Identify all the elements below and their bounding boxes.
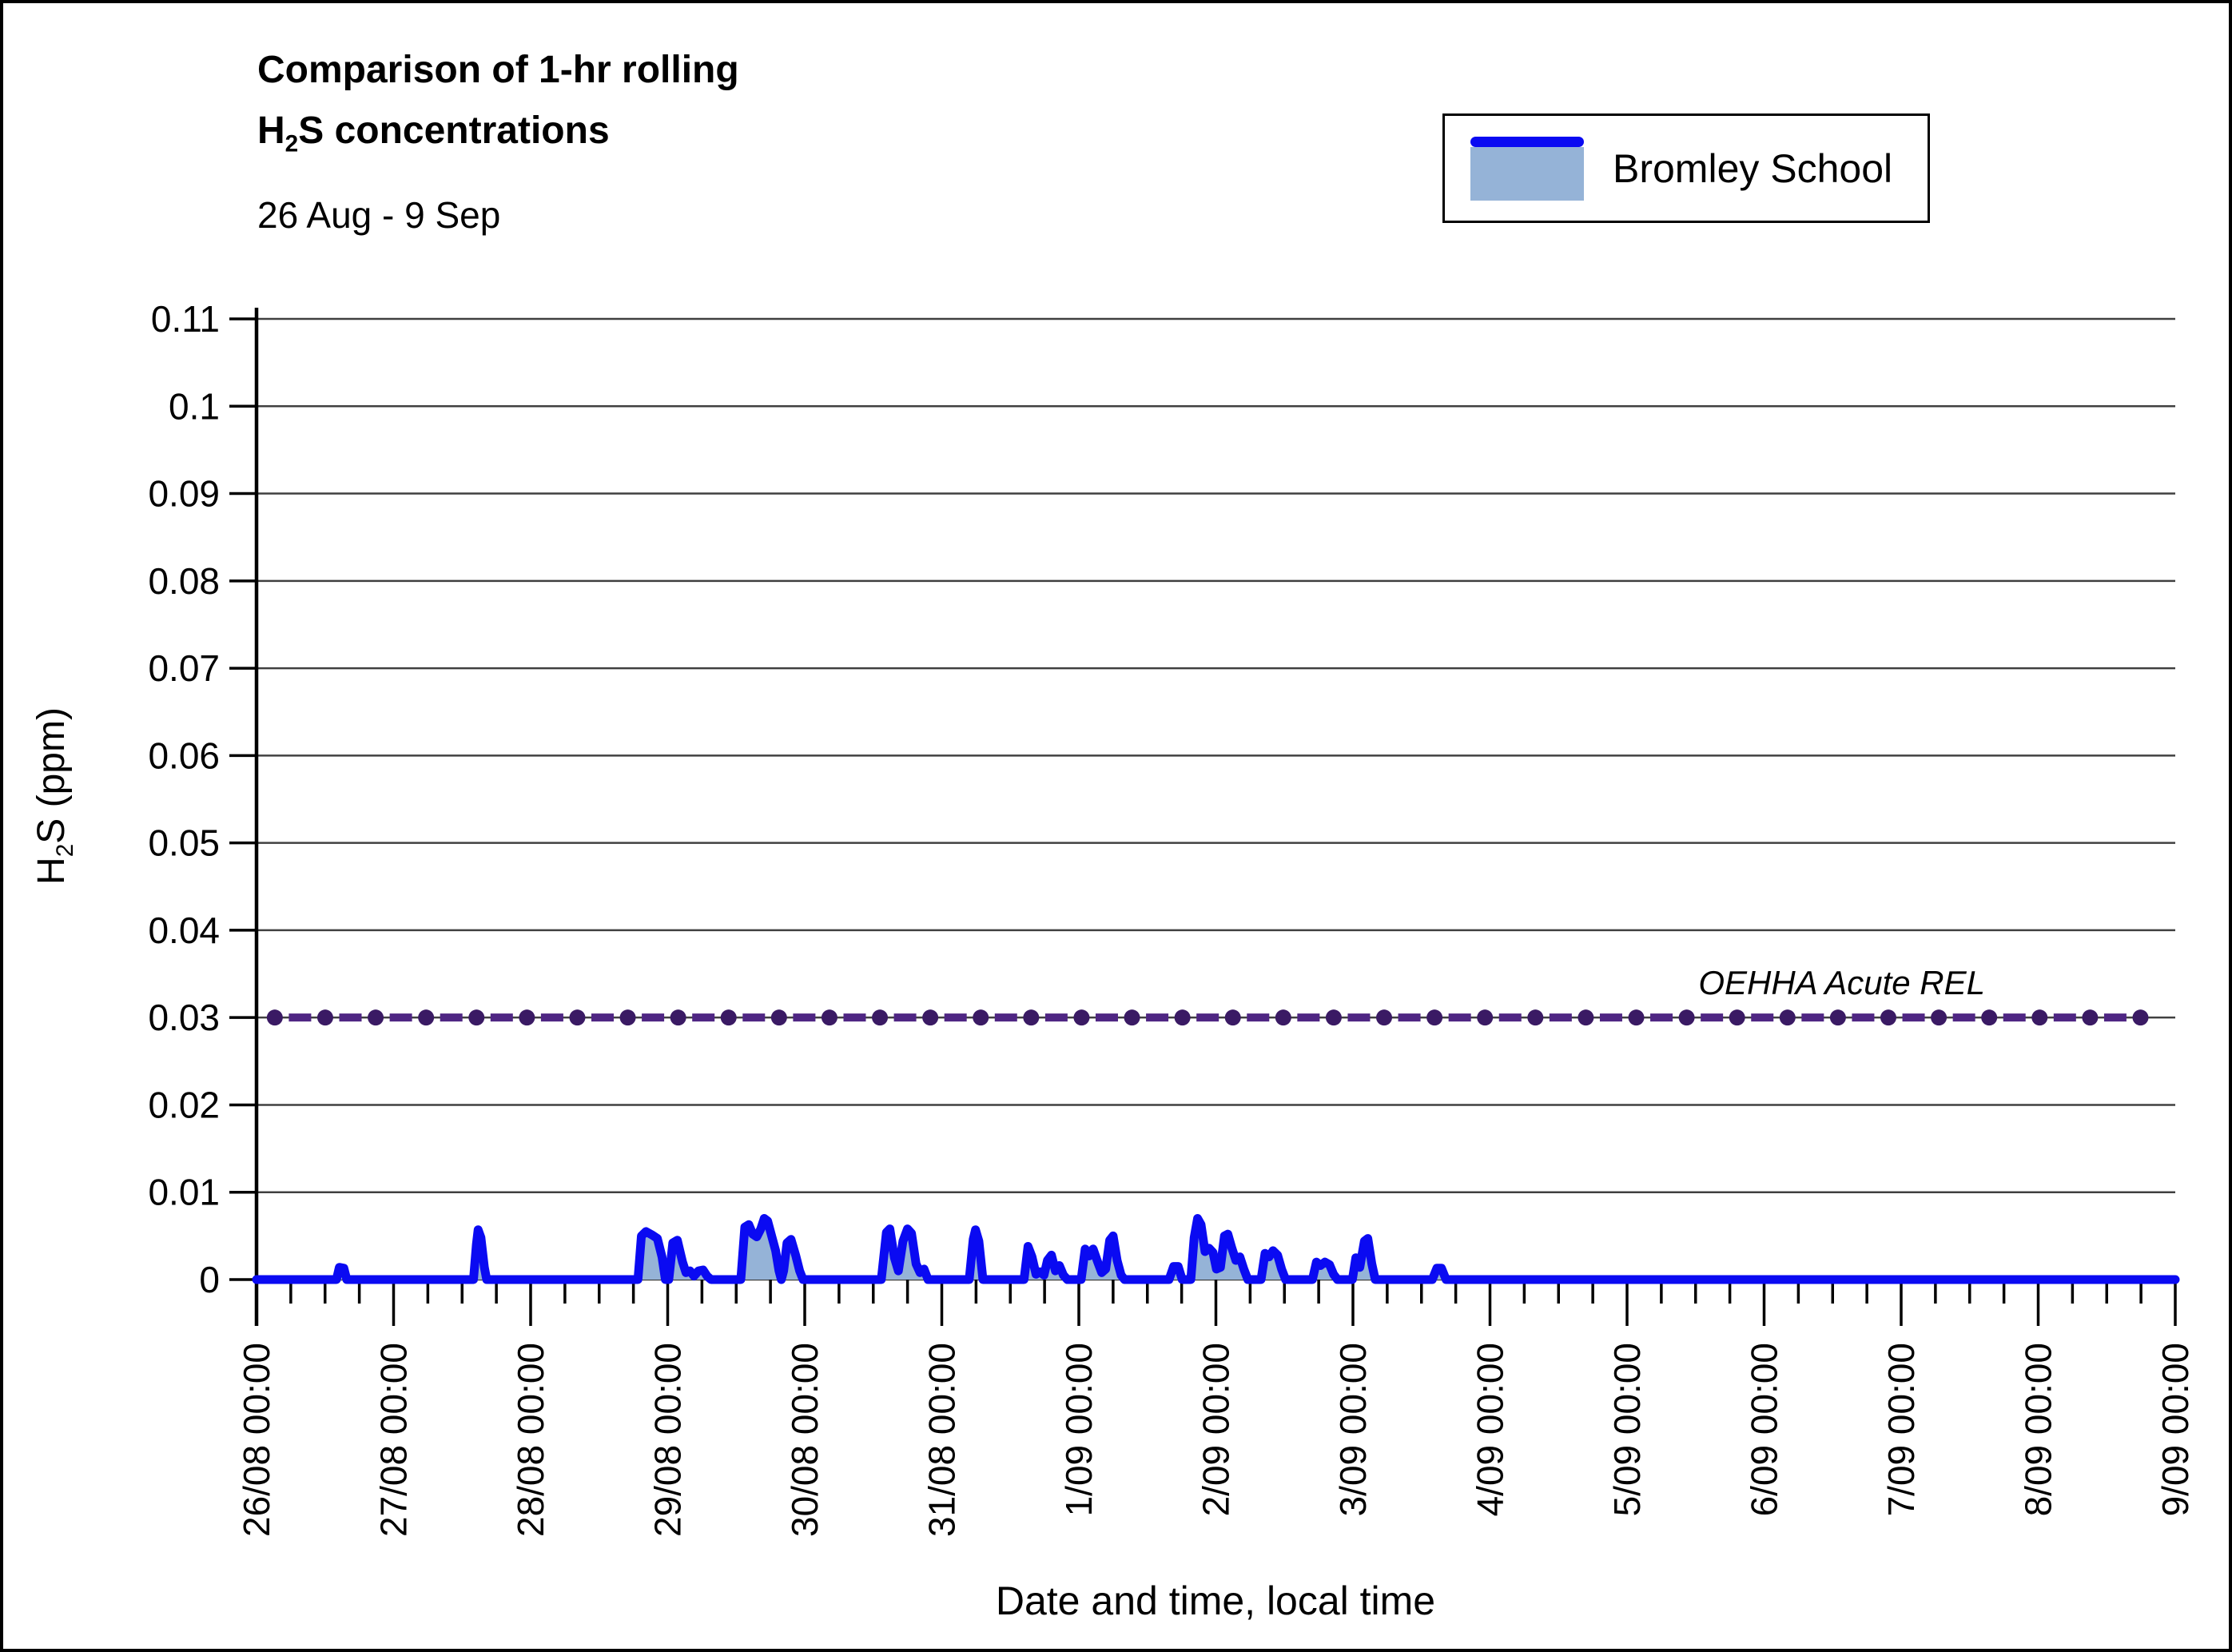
rel-marker bbox=[619, 1009, 636, 1026]
x-tick-label: 26/08 00:00 bbox=[236, 1343, 277, 1537]
series-line bbox=[252, 1214, 2180, 1284]
rel-marker bbox=[1628, 1009, 1645, 1026]
chart-title-line1: Comparison of 1-hr rolling bbox=[257, 49, 739, 91]
rel-marker bbox=[1981, 1009, 1998, 1026]
rel-marker bbox=[1578, 1009, 1594, 1026]
legend-fill-sample bbox=[1470, 146, 1584, 201]
chart-title-line2: H2S concentrations bbox=[257, 109, 610, 157]
y-tick-label: 0.09 bbox=[148, 473, 220, 515]
y-tick-label: 0.03 bbox=[148, 997, 220, 1038]
x-tick-label: 1/09 00:00 bbox=[1058, 1343, 1100, 1516]
rel-marker bbox=[973, 1009, 989, 1026]
rel-marker bbox=[1023, 1009, 1040, 1026]
chart-subtitle: 26 Aug - 9 Sep bbox=[257, 194, 501, 236]
rel-marker bbox=[1224, 1009, 1241, 1026]
rel-marker bbox=[1678, 1009, 1695, 1026]
x-tick-label: 4/09 00:00 bbox=[1470, 1343, 1511, 1516]
y-tick-label: 0.05 bbox=[148, 822, 220, 864]
rel-annotation: OEHHA Acute REL bbox=[1698, 964, 1985, 1001]
rel-marker bbox=[2132, 1009, 2149, 1026]
rel-marker bbox=[368, 1009, 384, 1026]
rel-marker bbox=[872, 1009, 889, 1026]
rel-marker bbox=[1275, 1009, 1291, 1026]
rel-marker bbox=[1527, 1009, 1544, 1026]
rel-marker bbox=[266, 1009, 283, 1026]
rel-marker bbox=[770, 1009, 787, 1026]
rel-marker bbox=[670, 1009, 686, 1026]
rel-marker bbox=[1931, 1009, 1948, 1026]
rel-marker bbox=[1880, 1009, 1896, 1026]
x-tick-label: 27/08 00:00 bbox=[373, 1343, 415, 1537]
x-tick-label: 28/08 00:00 bbox=[510, 1343, 551, 1537]
x-axis-title: Date and time, local time bbox=[995, 1578, 1436, 1623]
rel-marker bbox=[1174, 1009, 1191, 1026]
x-tick-label: 9/09 00:00 bbox=[2154, 1343, 2196, 1516]
rel-marker bbox=[1073, 1009, 1090, 1026]
rel-marker bbox=[2031, 1009, 2048, 1026]
rel-marker bbox=[418, 1009, 435, 1026]
rel-marker bbox=[569, 1009, 586, 1026]
y-tick-label: 0.11 bbox=[151, 298, 220, 340]
rel-marker bbox=[1376, 1009, 1393, 1026]
rel-marker bbox=[1426, 1009, 1443, 1026]
legend-line-sample bbox=[1470, 136, 1584, 147]
x-tick-label: 3/09 00:00 bbox=[1332, 1343, 1374, 1516]
rel-marker bbox=[1124, 1009, 1140, 1026]
y-tick-label: 0.01 bbox=[148, 1172, 220, 1213]
rel-marker bbox=[316, 1009, 333, 1026]
x-tick-label: 6/09 00:00 bbox=[1744, 1343, 1785, 1516]
plot-area: 0.11 0.1 0.09 0.08 0.07 0.06 0.05 0.04 0.03 0.02 0… bbox=[148, 298, 2196, 1537]
y-axis-title: H2S (ppm) bbox=[30, 707, 78, 885]
y-tick-label: 0.06 bbox=[148, 734, 220, 776]
rel-marker bbox=[1779, 1009, 1796, 1026]
rel-marker bbox=[720, 1009, 737, 1026]
rel-marker bbox=[468, 1009, 485, 1026]
y-tick-label: 0.02 bbox=[148, 1084, 220, 1125]
x-tick-label: 8/09 00:00 bbox=[2018, 1343, 2059, 1516]
rel-marker bbox=[1325, 1009, 1342, 1026]
x-tick-label: 7/09 00:00 bbox=[1880, 1343, 1922, 1516]
x-tick-label: 30/08 00:00 bbox=[784, 1343, 826, 1537]
rel-marker bbox=[1829, 1009, 1846, 1026]
legend-swatch bbox=[1470, 136, 1584, 201]
title-subscript: 2 bbox=[284, 130, 299, 157]
rel-marker bbox=[1729, 1009, 1745, 1026]
y-tick-label: 0.08 bbox=[148, 560, 220, 602]
rel-marker bbox=[519, 1009, 535, 1026]
x-tick-label: 5/09 00:00 bbox=[1606, 1343, 1648, 1516]
x-tick-label: 2/09 00:00 bbox=[1196, 1343, 1237, 1516]
x-tick-label: 29/08 00:00 bbox=[647, 1343, 689, 1537]
rel-marker bbox=[2082, 1009, 2099, 1026]
y-tick-label: 0 bbox=[199, 1259, 220, 1300]
y-tick-label: 0.07 bbox=[148, 647, 220, 689]
rel-marker bbox=[922, 1009, 939, 1026]
y-tick-label: 0.04 bbox=[148, 910, 220, 951]
rel-marker bbox=[821, 1009, 837, 1026]
y-tick-label: 0.1 bbox=[169, 385, 220, 427]
chart-title: Comparison of 1-hr rolling H2S concentra… bbox=[257, 40, 739, 175]
y-title-subscript: 2 bbox=[51, 843, 78, 858]
x-tick-label: 31/08 00:00 bbox=[921, 1343, 963, 1537]
rel-marker bbox=[1477, 1009, 1494, 1026]
legend-label: Bromley School bbox=[1613, 145, 1893, 191]
legend: Bromley School bbox=[1442, 113, 1930, 223]
